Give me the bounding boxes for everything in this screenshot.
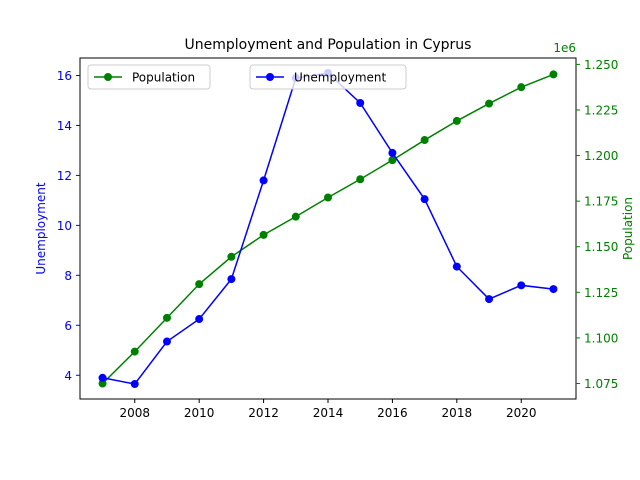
y-right-tick-label: 1.200 — [584, 149, 618, 163]
legend-box — [249, 64, 407, 90]
y-left-tick-label: 14 — [57, 119, 72, 133]
population-line — [102, 73, 554, 385]
unemployment-point — [259, 176, 268, 185]
population-point — [162, 313, 171, 322]
chart-title: Unemployment and Population in Cyprus — [185, 37, 472, 53]
population-point — [517, 83, 526, 92]
population-point — [356, 175, 365, 184]
unemployment-point — [98, 373, 107, 382]
plot-frame — [79, 57, 577, 400]
population-point — [98, 379, 107, 388]
legend-label: Unemployment — [294, 71, 387, 85]
y-right-axis-label: Population — [621, 197, 635, 260]
population-point — [549, 70, 558, 79]
unemployment-point — [485, 295, 494, 304]
x-tick-label: 2016 — [377, 406, 408, 420]
unemployment-line — [102, 72, 554, 385]
unemployment-point — [130, 380, 139, 389]
legend-population: Population — [87, 64, 211, 90]
population-point — [485, 99, 494, 108]
legend-marker — [266, 73, 274, 81]
unemployment-point — [162, 337, 171, 346]
series-layer — [98, 68, 558, 389]
population-point — [420, 136, 429, 145]
unemployment-point — [420, 195, 429, 204]
y-right-tick-label: 1.125 — [584, 286, 618, 300]
x-tick-label: 2018 — [442, 406, 473, 420]
y-axis-right: 1.075 1.100 1.125 1.150 1.175 1.200 1.225 1.250… — [553, 41, 635, 391]
x-tick-label: 2020 — [506, 406, 537, 420]
legend-marker — [104, 73, 112, 81]
y-left-axis-label: Unemployment — [34, 182, 48, 275]
y-right-offset-text: 1e6 — [553, 41, 576, 55]
y-left-tick-label: 16 — [57, 69, 72, 83]
unemployment-point — [356, 98, 365, 107]
y-axis-left: 4 6 8 10 12 14 16 Unemployment — [34, 58, 81, 399]
y-right-tick-label: 1.175 — [584, 195, 618, 209]
y-left-tick-label: 12 — [57, 169, 72, 183]
y-left-tick-label: 4 — [64, 369, 72, 383]
population-point — [291, 212, 300, 221]
x-tick-label: 2008 — [119, 406, 150, 420]
y-right-tick-label: 1.150 — [584, 240, 618, 254]
population-point — [259, 230, 268, 239]
unemployment-point — [195, 315, 204, 324]
legend-box — [87, 64, 211, 90]
population-point — [388, 156, 397, 165]
population-point — [130, 347, 139, 356]
x-tick-label: 2012 — [248, 406, 279, 420]
unemployment-point — [227, 275, 236, 284]
population-point — [227, 252, 236, 261]
y-left-tick-label: 10 — [57, 219, 72, 233]
y-right-tick-label: 1.100 — [584, 331, 618, 345]
y-right-tick-label: 1.250 — [584, 58, 618, 72]
population-point — [452, 116, 461, 125]
population-point — [324, 193, 332, 202]
unemployment-point — [388, 148, 397, 157]
y-right-tick-label: 1.225 — [584, 103, 618, 117]
unemployment-point — [517, 281, 526, 290]
x-tick-label: 2010 — [184, 406, 215, 420]
legend-unemployment: Unemployment — [249, 64, 407, 90]
chart-title-group: Unemployment and Population in Cyprus — [185, 37, 472, 53]
x-axis: 2008 2010 2012 2014 2016 2018 2020 — [119, 399, 537, 420]
y-left-tick-label: 6 — [64, 319, 72, 333]
legend-layer: Population Unemployment — [87, 64, 407, 90]
population-point — [195, 280, 204, 289]
legend-label: Population — [132, 71, 195, 85]
x-tick-label: 2014 — [313, 406, 344, 420]
y-left-tick-label: 8 — [64, 269, 72, 283]
unemployment-point — [452, 262, 461, 271]
unemployment-point — [549, 285, 558, 294]
y-right-tick-label: 1.075 — [584, 377, 618, 391]
